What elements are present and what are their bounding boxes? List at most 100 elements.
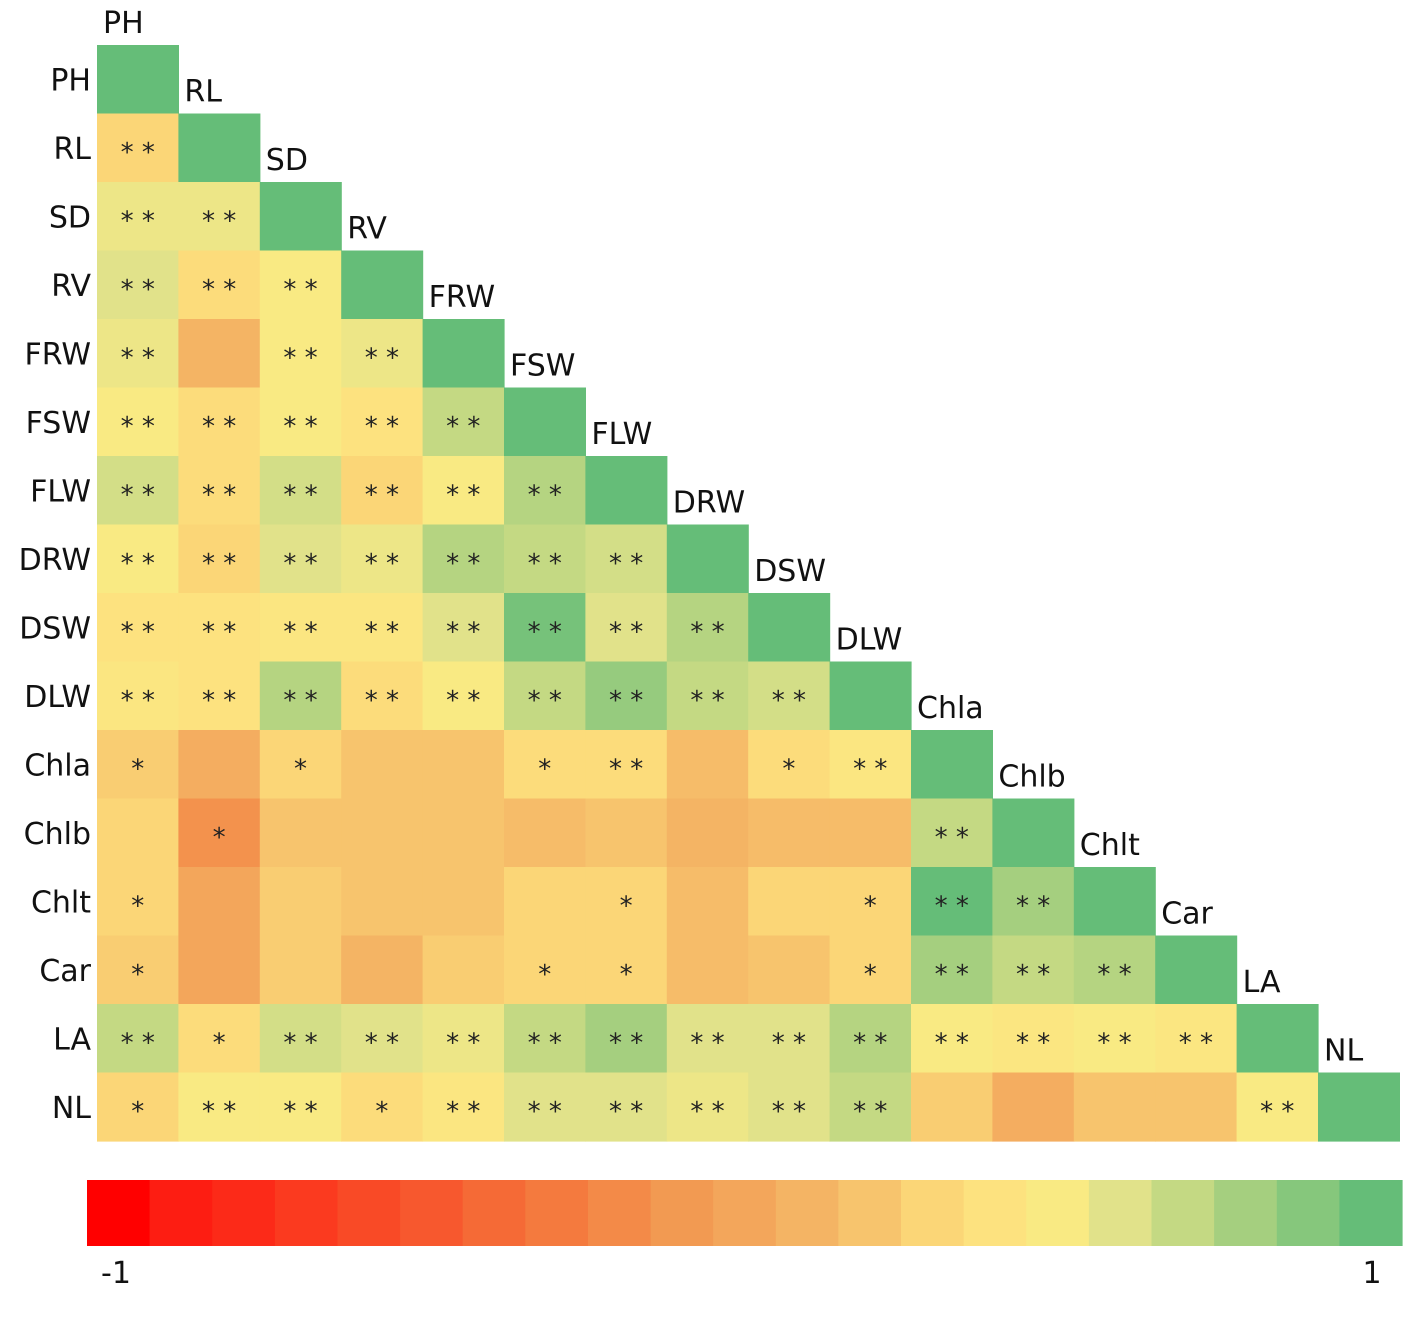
significance-marker: * *	[121, 686, 155, 716]
significance-marker: * *	[283, 686, 317, 716]
heatmap-cell-nl-rl	[178, 1072, 261, 1142]
heatmap-cell-rv-ph	[97, 250, 179, 320]
heatmap-cell-chlt-chlt	[1073, 867, 1156, 937]
heatmap-cell-dlw-fsw	[504, 661, 586, 731]
heatmap-cell-chlb-drw	[666, 798, 749, 868]
heatmap-cell-la-la	[1236, 1004, 1319, 1074]
heatmap-cell-nl-nl	[1318, 1072, 1400, 1142]
row-label-nl: NL	[52, 1091, 91, 1126]
significance-marker: * *	[365, 549, 399, 579]
heatmap-cell-car-rl	[178, 935, 261, 1005]
heatmap-cell-car-rv	[341, 935, 424, 1005]
diagonal-label-rl: RL	[184, 75, 222, 110]
significance-marker: * *	[283, 549, 317, 579]
colorbar-max-label: 1	[1362, 1256, 1381, 1291]
significance-marker: * *	[528, 1097, 562, 1127]
significance-marker: * *	[853, 1097, 887, 1127]
significance-marker: * *	[446, 480, 480, 510]
heatmap-cell-chlb-dlw	[829, 798, 912, 868]
row-label-rv: RV	[51, 269, 91, 304]
significance-marker: * *	[446, 412, 480, 442]
heatmap-cell-car-car	[1155, 935, 1238, 1005]
row-label-dlw: DLW	[24, 680, 91, 715]
heatmap-cell-la-chlb	[992, 1004, 1075, 1074]
significance-marker: * *	[121, 1028, 155, 1058]
significance-marker: * *	[690, 617, 724, 647]
heatmap-cell-drw-rv	[341, 524, 424, 594]
significance-marker: * *	[528, 549, 562, 579]
diagonal-label-rv: RV	[347, 212, 387, 247]
significance-marker: * *	[609, 549, 643, 579]
significance-marker: * *	[202, 617, 236, 647]
diagonal-label-sd: SD	[266, 143, 308, 178]
heatmap-cell-la-drw	[666, 1004, 749, 1074]
significance-marker: * *	[121, 480, 155, 510]
heatmap-cell-la-sd	[259, 1004, 342, 1074]
diagonal-label-drw: DRW	[673, 486, 745, 521]
colorbar-segment	[337, 1180, 401, 1246]
row-labels: PH RL SD RV FRW FSW FLW DRW DSW DLW Chla Chlb Chlt Ca…	[19, 63, 92, 1126]
heatmap-cell-flw-flw	[585, 456, 668, 526]
heatmap-cell-chlb-ph	[97, 798, 179, 868]
heatmap-cell-chlt-chlb	[992, 867, 1075, 937]
heatmap-cell-drw-frw	[422, 524, 505, 594]
significance-marker: * *	[283, 617, 317, 647]
color-scale-bar	[87, 1180, 1403, 1246]
significance-marker: * *	[365, 1028, 399, 1058]
significance-marker: * *	[446, 686, 480, 716]
significance-marker: * *	[772, 1097, 806, 1127]
significance-marker: *	[620, 960, 633, 990]
significance-marker: *	[213, 823, 226, 853]
significance-marker: * *	[772, 686, 806, 716]
diagonal-label-ph: PH	[103, 6, 144, 41]
heatmap-cell-car-chlb	[992, 935, 1075, 1005]
heatmap-cell-chlb-sd	[259, 798, 342, 868]
significance-marker: * *	[446, 617, 480, 647]
row-label-chlt: Chlt	[31, 885, 91, 920]
heatmap-cell-chlt-rl	[178, 867, 261, 937]
significance-marker: * *	[853, 1028, 887, 1058]
row-label-la: LA	[53, 1022, 91, 1057]
significance-marker: * *	[1260, 1097, 1294, 1127]
heatmap-cell-fsw-frw	[422, 387, 505, 457]
significance-marker: * *	[1016, 1028, 1050, 1058]
diagonal-label-frw: FRW	[429, 280, 496, 315]
heatmap-cell-chla-frw	[422, 730, 505, 800]
row-label-rl: RL	[53, 132, 91, 167]
heatmap-cell-la-ph	[97, 1004, 179, 1074]
significance-marker: *	[538, 754, 551, 784]
significance-marker: * *	[935, 823, 969, 853]
heatmap-cell-frw-rl	[178, 319, 261, 389]
heatmap-cell-dlw-flw	[585, 661, 668, 731]
colorbar-segment	[149, 1180, 213, 1246]
significance-marker: * *	[365, 686, 399, 716]
heatmap-cell-chlt-sd	[259, 867, 342, 937]
heatmap-cell-chla-rv	[341, 730, 424, 800]
heatmap-cell-car-chlt	[1073, 935, 1156, 1005]
significance-marker: * *	[609, 1028, 643, 1058]
row-label-sd: SD	[49, 200, 91, 235]
heatmap-cell-nl-drw	[666, 1072, 749, 1142]
heatmap-cell-car-drw	[666, 935, 749, 1005]
heatmap-cell-chlb-dsw	[748, 798, 831, 868]
significance-marker: * *	[935, 960, 969, 990]
colorbar-segment	[1339, 1180, 1403, 1246]
heatmap-cell-flw-rl	[178, 456, 261, 526]
significance-marker: * *	[609, 617, 643, 647]
significance-marker: * *	[609, 754, 643, 784]
significance-marker: * *	[283, 480, 317, 510]
colorbar-segment	[650, 1180, 714, 1246]
diagonal-label-flw: FLW	[591, 417, 652, 452]
heatmap-cell-dsw-flw	[585, 593, 668, 663]
significance-marker: * *	[365, 480, 399, 510]
heatmap-cell-nl-car	[1155, 1072, 1238, 1142]
heatmap-cell-fsw-rv	[341, 387, 424, 457]
significance-marker: *	[375, 1097, 388, 1127]
heatmap-cell-dsw-frw	[422, 593, 505, 663]
heatmap-cell-drw-drw	[666, 524, 749, 594]
colorbar-segment	[1214, 1180, 1278, 1246]
significance-marker: * *	[283, 412, 317, 442]
heatmap-cell-dlw-dlw	[829, 661, 912, 731]
heatmap-cell-car-dlw	[829, 935, 912, 1005]
